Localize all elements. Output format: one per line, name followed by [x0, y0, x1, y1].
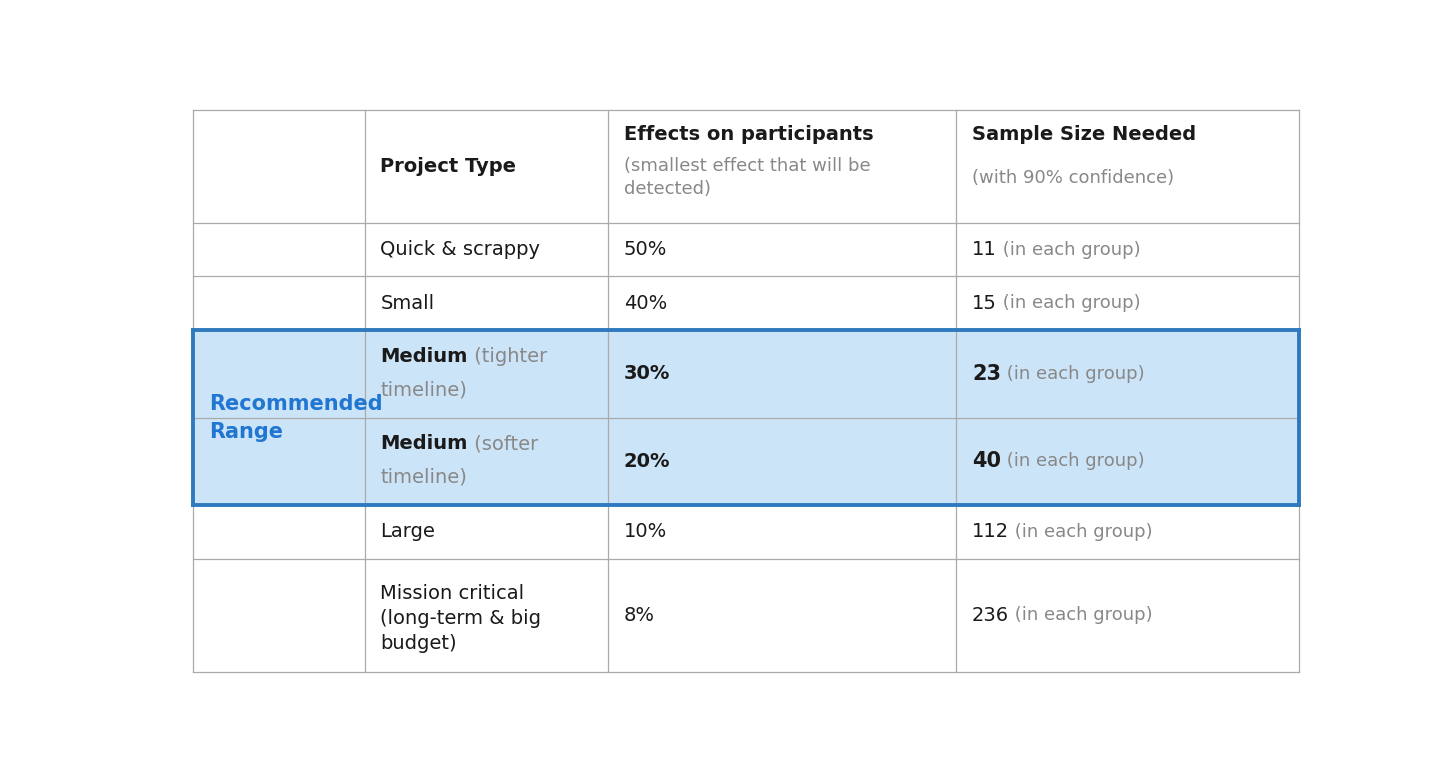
Text: (in each group): (in each group) — [1002, 365, 1144, 383]
Bar — [194, 559, 1299, 672]
Text: (in each group): (in each group) — [1009, 606, 1153, 624]
Text: Project Type: Project Type — [380, 157, 517, 176]
Text: 40: 40 — [973, 452, 1002, 472]
Text: Large: Large — [380, 522, 435, 541]
Text: 11: 11 — [973, 240, 997, 259]
Text: (softer: (softer — [467, 435, 539, 453]
Text: Mission critical
(long-term & big
budget): Mission critical (long-term & big budget… — [380, 584, 542, 653]
Text: (in each group): (in each group) — [1009, 523, 1153, 541]
Text: (with 90% confidence): (with 90% confidence) — [973, 169, 1174, 187]
Text: Recommended
Range: Recommended Range — [210, 394, 383, 442]
Text: (in each group): (in each group) — [997, 240, 1140, 259]
Text: timeline): timeline) — [380, 468, 467, 487]
Text: 23: 23 — [973, 364, 1002, 384]
Text: 40%: 40% — [623, 294, 667, 313]
Text: 20%: 20% — [623, 452, 670, 471]
Bar — [194, 505, 1299, 559]
Text: Quick & scrappy: Quick & scrappy — [380, 240, 540, 259]
Bar — [194, 418, 1299, 505]
Bar — [194, 110, 1299, 223]
Text: (tighter: (tighter — [467, 347, 547, 366]
Text: 112: 112 — [973, 522, 1009, 541]
Text: (smallest effect that will be
detected): (smallest effect that will be detected) — [623, 157, 871, 198]
Text: 15: 15 — [973, 294, 997, 313]
Text: 50%: 50% — [623, 240, 667, 259]
Text: Sample Size Needed: Sample Size Needed — [973, 125, 1197, 144]
Text: (in each group): (in each group) — [997, 294, 1140, 313]
Text: 30%: 30% — [623, 364, 670, 383]
Bar — [194, 223, 1299, 276]
Bar — [194, 276, 1299, 330]
Text: timeline): timeline) — [380, 380, 467, 399]
Text: Small: Small — [380, 294, 434, 313]
Text: Medium: Medium — [380, 347, 467, 366]
Text: 10%: 10% — [623, 522, 667, 541]
Text: 8%: 8% — [623, 606, 655, 624]
Text: Medium: Medium — [380, 435, 467, 453]
Bar — [194, 330, 1299, 418]
Text: Effects on participants: Effects on participants — [623, 125, 874, 144]
Text: 236: 236 — [973, 606, 1009, 624]
Text: (in each group): (in each group) — [1002, 452, 1144, 470]
